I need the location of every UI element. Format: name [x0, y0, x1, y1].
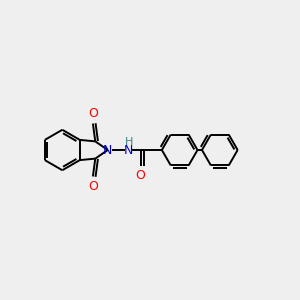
Text: O: O [135, 169, 145, 182]
Text: N: N [124, 143, 133, 157]
Text: H: H [124, 137, 133, 147]
Text: O: O [88, 107, 98, 120]
Text: O: O [88, 180, 98, 193]
Text: N: N [103, 143, 112, 157]
